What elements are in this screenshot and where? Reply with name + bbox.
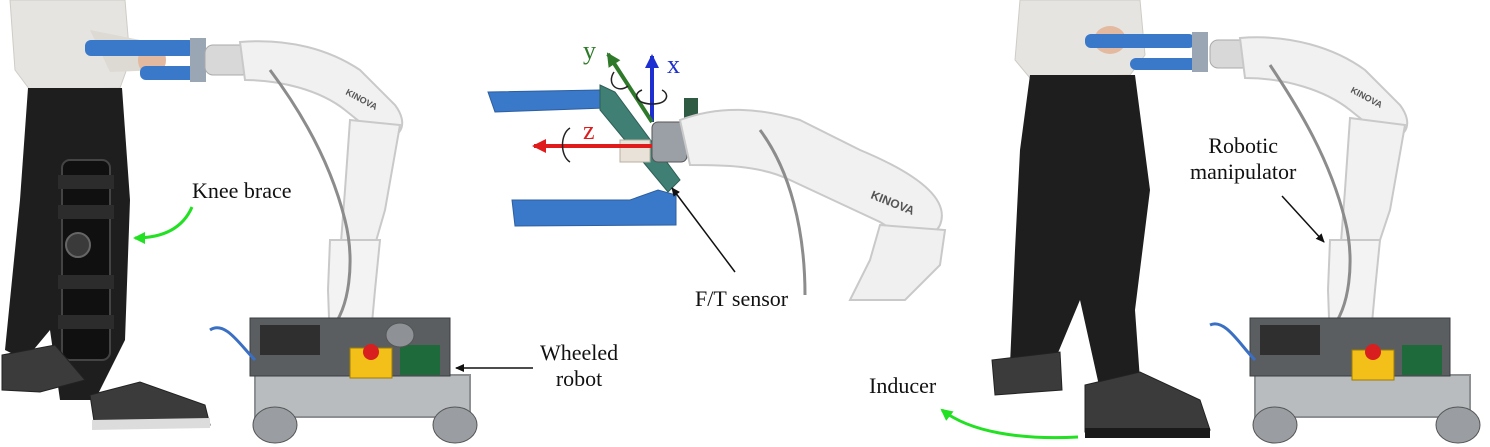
knee-brace-callout-arrow [133, 206, 194, 244]
wheeled-robot-label-line2: robot [555, 366, 603, 391]
right-shoe-back [991, 351, 1063, 396]
middle-robot-arm: KINOVA [651, 98, 947, 301]
right-handle [1085, 32, 1208, 72]
left-shoe-back [1, 344, 86, 393]
robotic-manipulator-label-line1: Robotic [1208, 133, 1278, 158]
robotic-manipulator-label-line2: manipulator [1190, 159, 1297, 184]
z-rotation-indicator [561, 127, 571, 163]
left-handle [85, 38, 206, 82]
y-axis-label: y [583, 36, 596, 65]
robotic-manipulator-label: Robotic manipulator [1190, 133, 1296, 185]
inducer-callout-arrow [940, 408, 1079, 440]
right-robot-arm: KINOVA [1209, 36, 1409, 346]
right-wheeled-base [1209, 317, 1481, 444]
y-axis-arrow [606, 52, 654, 124]
wheeled-robot-label: Wheeled robot [540, 340, 618, 392]
right-person-pants [1010, 75, 1150, 390]
middle-handle [487, 84, 681, 227]
z-axis-label: z [583, 116, 595, 145]
ft-sensor-label: F/T sensor [695, 286, 789, 311]
robotic-manipulator-callout-arrow [1281, 195, 1325, 243]
middle-scene: KINOVA [487, 52, 947, 301]
coordinate-axes [532, 52, 668, 163]
inducer-label: Inducer [869, 373, 937, 398]
ft-sensor-callout-arrow [671, 187, 736, 273]
knee-brace [58, 159, 114, 361]
knee-brace-label: Knee brace [192, 178, 292, 203]
left-scene: KINOVA [1, 0, 478, 444]
left-wheeled-base [209, 317, 478, 444]
right-scene: KINOVA [991, 0, 1481, 444]
inducer-shoe [1084, 371, 1211, 433]
x-rotation-indicator [635, 89, 668, 105]
wheeled-robot-label-line1: Wheeled [540, 340, 619, 365]
y-rotation-indicator [610, 71, 629, 90]
x-axis-label: x [667, 50, 680, 79]
